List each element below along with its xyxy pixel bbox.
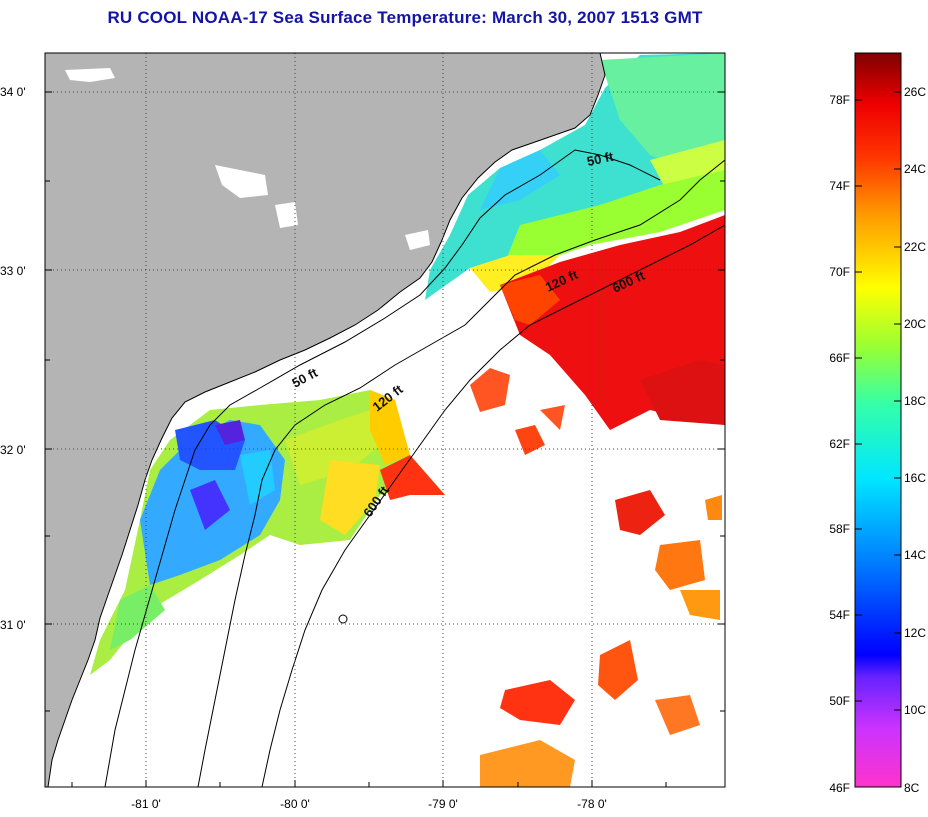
map-title: RU COOL NOAA-17 Sea Surface Temperature:… [107,8,703,27]
contour-50ft [104,149,661,787]
contour-600ft [261,224,725,787]
lon-label-81: -81 0' [131,797,161,811]
contour-120ft [197,159,725,787]
frame-ticks [45,91,725,787]
lat-label-31: 31 0' [0,618,26,632]
depth-contours [104,149,725,787]
graticule [45,53,725,787]
longitude-labels: -81 0' -80 0' -79 0' -78 0' [131,797,607,811]
coastline [47,53,606,787]
land-cloud-holes [65,68,430,250]
sst-gulf-stream [500,215,725,430]
lat-label-34: 34 0' [0,85,26,99]
map-frame [44,52,726,788]
depth-label-50ft-north: 50 ft [586,149,616,169]
map-content: 50 ft 120 ft 600 ft 50 ft 120 ft 600 ft [45,53,725,787]
lon-label-78: -78 0' [577,797,607,811]
lon-label-79: -79 0' [428,797,458,811]
lat-label-32: 32 0' [0,443,26,457]
sst-north-cyan [425,53,725,300]
lon-label-80: -80 0' [280,797,310,811]
latitude-labels: 34 0' 33 0' 32 0' 31 0' [0,85,26,632]
lat-label-33: 33 0' [0,264,26,278]
land-mass [45,53,605,787]
sst-gulf-stream-fragments [470,368,722,787]
